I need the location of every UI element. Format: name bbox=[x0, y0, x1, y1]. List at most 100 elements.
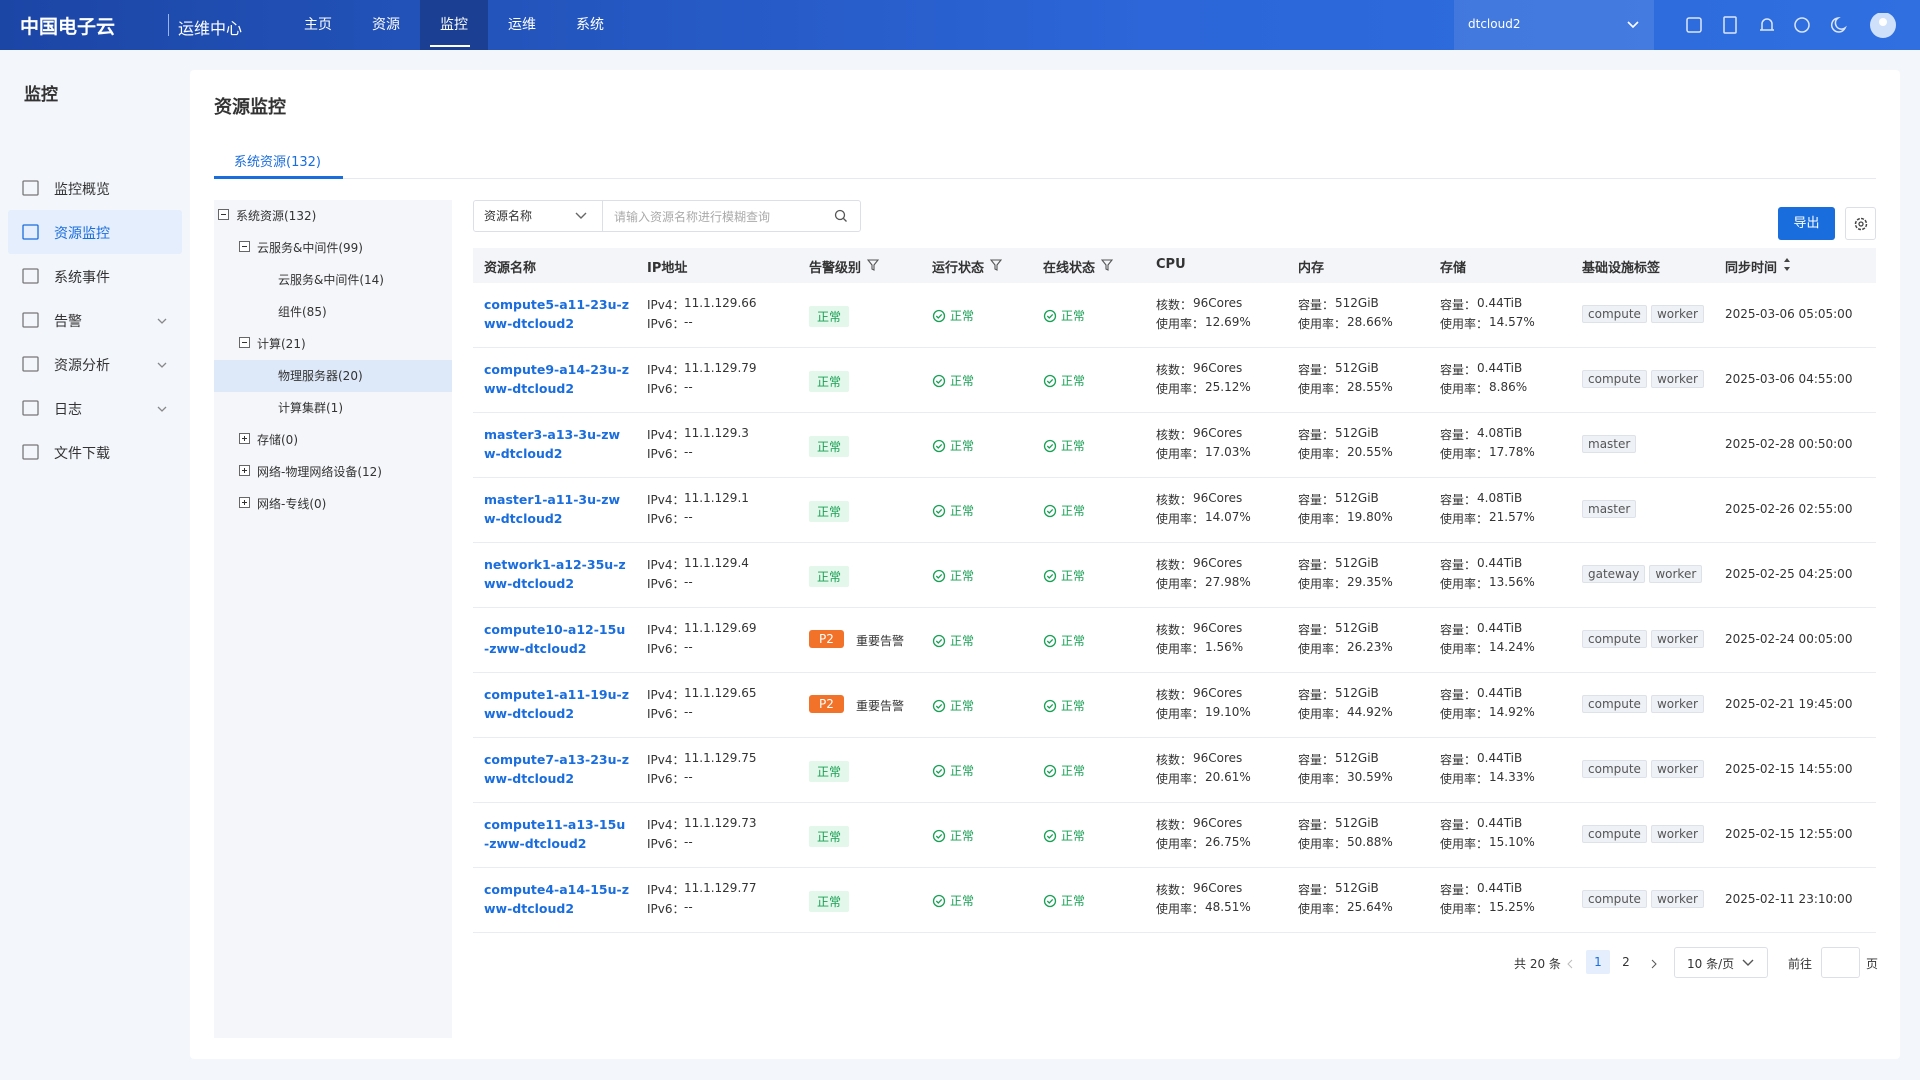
sidebar-item[interactable]: 文件下载 bbox=[54, 446, 110, 462]
cpu: 14.07% bbox=[1205, 510, 1251, 524]
nav-item[interactable]: 主页 bbox=[304, 17, 332, 33]
alert-badge: 正常 bbox=[809, 826, 850, 847]
resource-name[interactable]: network1-a12-35u-zww-dtcloud2 bbox=[484, 557, 626, 591]
storage-label: 容量： bbox=[1440, 688, 1477, 702]
cpu-label: 使用率： bbox=[1156, 707, 1205, 721]
cpu: 96Cores bbox=[1193, 361, 1243, 375]
tree-node[interactable]: 存储(0) bbox=[257, 433, 298, 447]
status-icon-svg bbox=[1043, 634, 1057, 648]
goto-input[interactable] bbox=[1821, 947, 1860, 978]
storage-label: 容量： bbox=[1440, 558, 1477, 572]
tree-node[interactable]: 计算(21) bbox=[257, 337, 306, 351]
resource-name[interactable]: compute7-a13-23u-zww-dtcloud2 bbox=[484, 752, 629, 786]
sidebar-item[interactable]: 告警 bbox=[54, 314, 82, 330]
storage-label: 容量： bbox=[1440, 298, 1477, 312]
tag: compute bbox=[1582, 630, 1647, 648]
memory-label: 使用率： bbox=[1298, 317, 1347, 331]
tree-node[interactable]: 计算集群(1) bbox=[278, 401, 343, 415]
memory-label: 容量： bbox=[1298, 818, 1335, 832]
column-header: 存储 bbox=[1440, 261, 1467, 276]
resource-name[interactable]: compute5-a11-23u-zww-dtcloud2 bbox=[484, 297, 629, 331]
tree-node[interactable]: 网络-专线(0) bbox=[257, 497, 327, 511]
memory: 28.66% bbox=[1347, 315, 1393, 329]
sidebar-item[interactable]: 系统事件 bbox=[54, 270, 110, 286]
resource-name[interactable]: compute9-a14-23u-zww-dtcloud2 bbox=[484, 362, 629, 396]
resource-name[interactable]: compute4-a14-15u-zww-dtcloud2 bbox=[484, 882, 629, 916]
tree-node[interactable]: 云服务&中间件(14) bbox=[278, 273, 384, 287]
tab[interactable]: 系统资源(132) bbox=[234, 155, 321, 170]
tree-node[interactable]: 组件(85) bbox=[278, 305, 327, 319]
status-icon-svg bbox=[932, 569, 946, 583]
nav-item[interactable]: 监控 bbox=[420, 0, 488, 50]
cpu: 96Cores bbox=[1193, 426, 1243, 440]
status-icon bbox=[932, 894, 946, 912]
memory: 19.80% bbox=[1347, 510, 1393, 524]
tab-indicator bbox=[214, 176, 343, 179]
status-icon bbox=[932, 374, 946, 392]
memory: 29.35% bbox=[1347, 575, 1393, 589]
export-button[interactable]: 导出 bbox=[1778, 207, 1835, 240]
cpu: 48.51% bbox=[1205, 900, 1251, 914]
top-bar bbox=[0, 0, 1920, 50]
chevron bbox=[156, 403, 168, 418]
nav-item[interactable]: 资源 bbox=[372, 17, 400, 33]
nav-item[interactable]: 系统 bbox=[576, 17, 604, 33]
page-button[interactable]: 2 bbox=[1622, 955, 1630, 969]
row-divider bbox=[473, 477, 1876, 478]
column-header: 在线状态 bbox=[1043, 261, 1096, 276]
status-icon bbox=[1043, 504, 1057, 522]
status-icon bbox=[1043, 569, 1057, 587]
status-icon bbox=[1043, 699, 1057, 717]
memory: 512GiB bbox=[1335, 296, 1379, 310]
nav-item[interactable]: 运维 bbox=[508, 17, 536, 33]
region-select[interactable] bbox=[1454, 0, 1654, 50]
resource-name[interactable]: compute10-a12-15u-zww-dtcloud2 bbox=[484, 622, 626, 656]
tree-node[interactable]: 系统资源(132) bbox=[236, 209, 317, 223]
ip-address: -- bbox=[684, 770, 693, 784]
sidebar-icon bbox=[22, 268, 39, 289]
resource-name[interactable]: compute1-a11-19u-zww-dtcloud2 bbox=[484, 687, 629, 721]
resource-name[interactable]: master3-a13-3u-zww-dtcloud2 bbox=[484, 427, 621, 461]
cpu-label: 使用率： bbox=[1156, 642, 1205, 656]
cpu-label: 核数： bbox=[1156, 818, 1193, 832]
page-size[interactable]: 10 条/页 bbox=[1674, 947, 1768, 978]
sidebar-icon-svg bbox=[22, 224, 39, 240]
ip-address: -- bbox=[684, 380, 693, 394]
resource-name[interactable]: master1-a11-3u-zww-dtcloud2 bbox=[484, 492, 621, 526]
table-header bbox=[473, 248, 1876, 283]
online-status: 正常 bbox=[1061, 894, 1086, 908]
sidebar-item[interactable]: 日志 bbox=[54, 402, 82, 418]
tag: worker bbox=[1650, 825, 1704, 843]
storage: 0.44TiB bbox=[1477, 296, 1523, 310]
ip-address-label: IPv6： bbox=[647, 577, 685, 591]
tree-node[interactable]: 物理服务器(20) bbox=[278, 369, 363, 383]
storage-label: 容量： bbox=[1440, 493, 1477, 507]
tree-node[interactable]: 云服务&中间件(99) bbox=[257, 241, 363, 255]
sidebar-item[interactable]: 监控概览 bbox=[54, 182, 110, 198]
storage-label: 容量： bbox=[1440, 363, 1477, 377]
memory-label: 容量： bbox=[1298, 428, 1335, 442]
column-header: 基础设施标签 bbox=[1582, 261, 1661, 276]
chevron bbox=[575, 212, 587, 219]
sidebar-item[interactable]: 资源监控 bbox=[54, 226, 110, 242]
tree-node[interactable]: 网络-物理网络设备(12) bbox=[257, 465, 382, 479]
cpu-label: 使用率： bbox=[1156, 772, 1205, 786]
tags: compute worker bbox=[1582, 890, 1708, 908]
memory: 26.23% bbox=[1347, 640, 1393, 654]
memory-label: 使用率： bbox=[1298, 447, 1347, 461]
storage-label: 容量： bbox=[1440, 753, 1477, 767]
ip-address: 11.1.129.1 bbox=[684, 491, 749, 505]
search-input[interactable]: 请输入资源名称进行模糊查询 bbox=[614, 210, 771, 224]
memory-label: 容量： bbox=[1298, 363, 1335, 377]
page-button[interactable]: 1 bbox=[1586, 950, 1610, 974]
run-status: 正常 bbox=[950, 894, 975, 908]
resource-name[interactable]: compute11-a13-15u-zww-dtcloud2 bbox=[484, 817, 626, 851]
tree-toggle bbox=[218, 209, 229, 224]
settings-button[interactable] bbox=[1845, 207, 1876, 240]
column-header: IP地址 bbox=[647, 261, 688, 276]
tag: master bbox=[1582, 435, 1637, 453]
search-field-select[interactable]: 资源名称 bbox=[484, 209, 533, 223]
sidebar-item[interactable]: 资源分析 bbox=[54, 358, 110, 374]
storage: 14.24% bbox=[1489, 640, 1535, 654]
memory-label: 容量： bbox=[1298, 298, 1335, 312]
